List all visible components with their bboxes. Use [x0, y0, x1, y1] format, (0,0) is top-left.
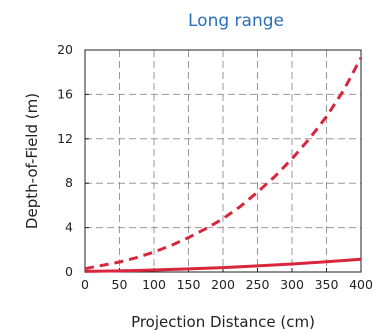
y-tick-label: 16: [57, 86, 73, 101]
y-tick-label: 12: [57, 131, 73, 146]
x-tick-labels: 0 50 100 150 200 250 300 350 400: [81, 277, 373, 292]
x-tick-label: 300: [280, 277, 304, 292]
grid-lines: [85, 50, 361, 272]
y-tick-label: 0: [65, 264, 73, 279]
x-tick-label: 200: [211, 277, 235, 292]
x-tick-label: 100: [142, 277, 166, 292]
x-axis-label: Projection Distance (cm): [131, 313, 315, 331]
y-axis-label: Depth-of-Field (m): [23, 93, 41, 229]
y-tick-label: 4: [65, 220, 73, 235]
chart-title: Long range: [188, 11, 284, 31]
x-tick-label: 50: [112, 277, 128, 292]
y-tick-label: 20: [57, 42, 73, 57]
series-line-solid: [84, 257, 362, 273]
x-tick-label: 0: [81, 277, 89, 292]
x-tick-label: 350: [315, 277, 339, 292]
y-tick-labels: 0 4 8 12 16 20: [57, 42, 73, 279]
x-tick-label: 250: [246, 277, 270, 292]
x-tick-label: 400: [349, 277, 373, 292]
series-group: [84, 57, 363, 273]
series-line-dashed: [84, 57, 363, 271]
y-tick-label: 8: [65, 175, 73, 190]
x-tick-label: 150: [177, 277, 201, 292]
